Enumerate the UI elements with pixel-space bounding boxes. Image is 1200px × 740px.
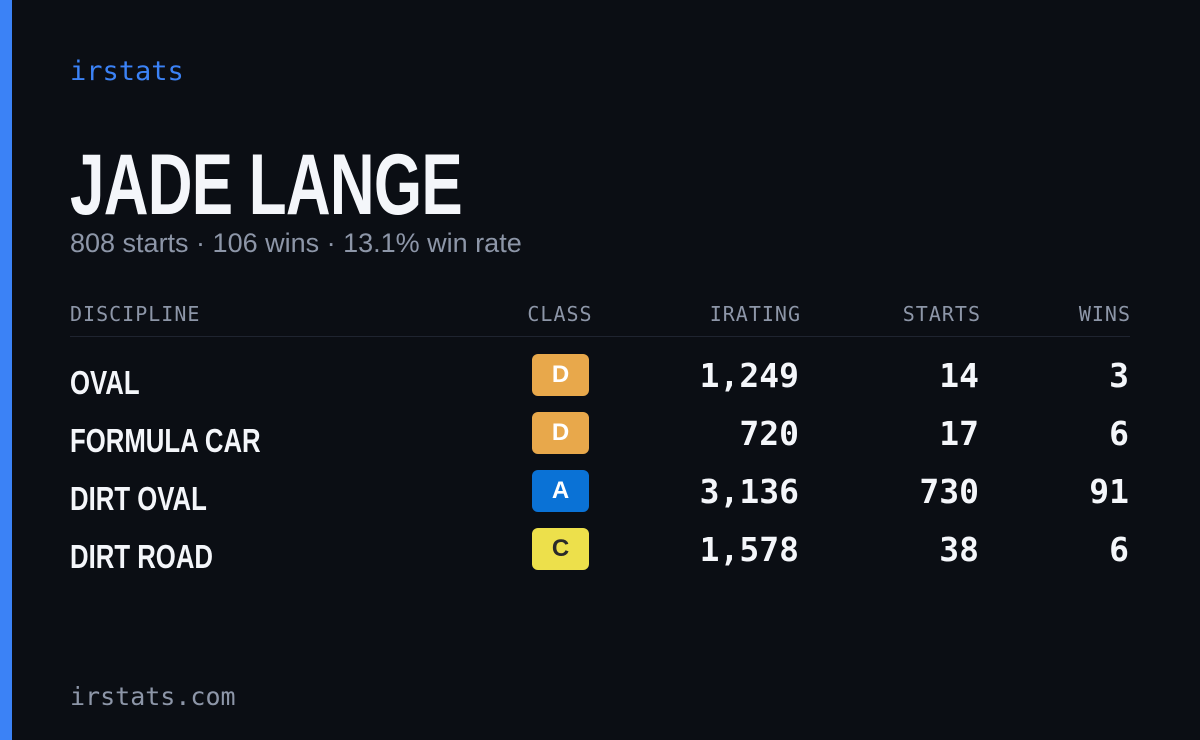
class-badge: D [532, 412, 589, 454]
starts: 17 [939, 414, 979, 453]
driver-name: JADE LANGE [70, 137, 463, 233]
class-badge: D [532, 354, 589, 396]
footer: irstats.com [70, 682, 236, 711]
wins: 3 [1109, 356, 1129, 395]
header-starts: STARTS [902, 302, 981, 326]
header-irating: IRATING [709, 302, 801, 326]
header-class: CLASS [527, 302, 593, 326]
discipline: OVAL [70, 364, 140, 401]
irating: 1,249 [699, 356, 799, 395]
irating: 720 [739, 414, 799, 453]
class-badge: A [532, 470, 589, 512]
wins: 91 [1089, 472, 1129, 511]
header-discipline: DISCIPLINE [70, 302, 201, 326]
accent-bar [0, 0, 12, 740]
brand: irstats [70, 56, 184, 87]
starts: 38 [939, 530, 979, 569]
discipline: DIRT ROAD [70, 538, 213, 575]
wins: 6 [1109, 414, 1129, 453]
irating: 3,136 [699, 472, 799, 511]
class-badge: C [532, 528, 589, 570]
starts: 730 [919, 472, 979, 511]
discipline: DIRT OVAL [70, 480, 207, 517]
header-rule [70, 336, 1130, 337]
header-wins: WINS [1078, 302, 1131, 326]
starts: 14 [939, 356, 979, 395]
driver-summary: 808 starts · 106 wins · 13.1% win rate [70, 228, 522, 258]
wins: 6 [1109, 530, 1129, 569]
discipline: FORMULA CAR [70, 422, 261, 459]
irating: 1,578 [699, 530, 799, 569]
